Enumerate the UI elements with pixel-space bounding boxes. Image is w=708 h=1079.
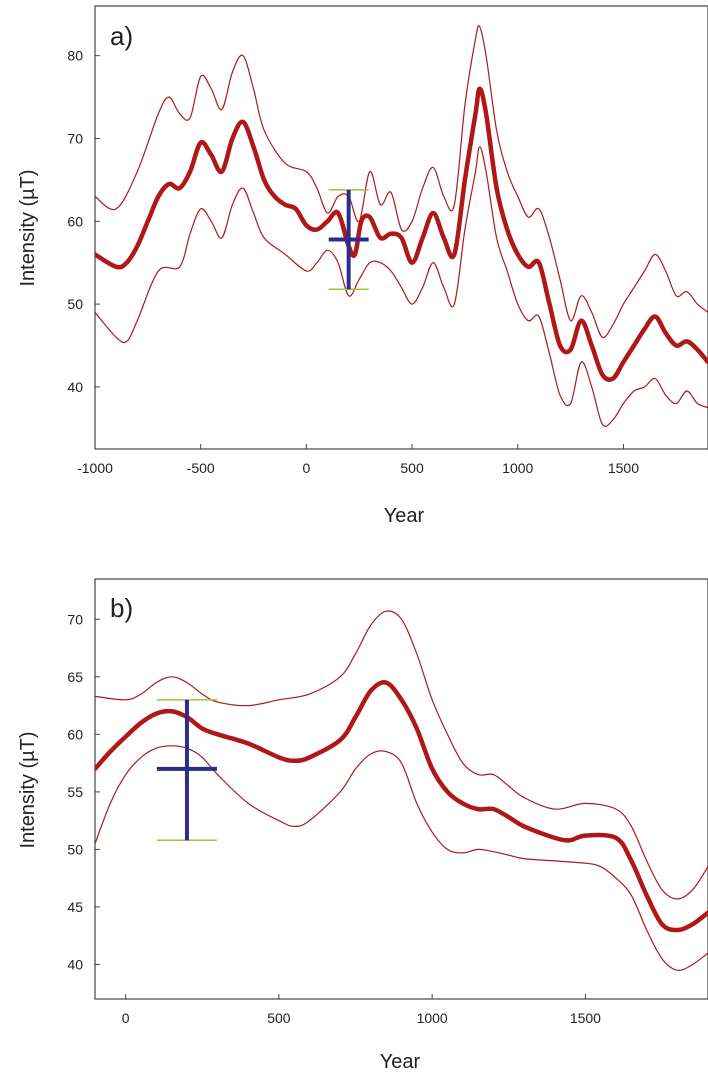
panel-a-x-tick-label: 1500 — [608, 460, 639, 476]
panel-a-label: a) — [110, 21, 133, 51]
panel-a-y-tick-label: 50 — [67, 296, 83, 312]
panel-b-y-tick-label: 70 — [67, 611, 83, 627]
panel-b-y-axis-label: Intensity (µT) — [17, 731, 39, 848]
panel-b-crosshair-marker — [156, 699, 217, 841]
panel-a-y-axis-label: Intensity (µT) — [17, 169, 39, 286]
panel-b-x-tick-label: 1500 — [570, 1010, 601, 1026]
panel-a-x-axis-label: Year — [384, 505, 425, 527]
panel-a-y-tick-label: 80 — [67, 48, 83, 64]
panel-a-lower-line — [95, 146, 708, 427]
panel-b-x-tick-label: 0 — [122, 1010, 130, 1026]
panel-b-x-tick-label: 500 — [267, 1010, 291, 1026]
panel-a-y-tick-label: 70 — [67, 130, 83, 146]
panel-b-y-tick-label: 50 — [67, 841, 83, 857]
panel-b-y-tick-label: 40 — [67, 956, 83, 972]
panel-a-y-tick-label: 60 — [67, 213, 83, 229]
panel-a-marks: -1000 -500 0 500 1000 1500 40 50 60 70 80 — [67, 25, 708, 476]
panel-a-x-tick-label: -1000 — [77, 460, 113, 476]
panel-a-plot-area — [94, 5, 708, 450]
panel-b-y-tick-label: 55 — [67, 784, 83, 800]
panel-b-x-axis-label: Year — [380, 1051, 421, 1073]
panel-a-x-tick-label: 500 — [400, 460, 424, 476]
panel-b-y-tick-label: 60 — [67, 726, 83, 742]
panel-a-x-tick-label: 0 — [302, 460, 310, 476]
panel-b-label: b) — [110, 593, 133, 623]
panel-b-y-tick-label: 65 — [67, 669, 83, 685]
panel-b-marks: 0 500 1000 1500 40 45 50 55 60 65 70 — [67, 610, 708, 1026]
panel-b-plot-area — [94, 578, 708, 1000]
panel-a-series-group — [95, 25, 708, 427]
panel-b-upper-line — [95, 610, 708, 900]
panel-b-x-tick-label: 1000 — [417, 1010, 448, 1026]
panel-a-y-tick-label: 40 — [67, 379, 83, 395]
panel-a-x-tick-label: -500 — [187, 460, 215, 476]
panel-a-crosshair-marker — [328, 189, 369, 290]
panel-a-mean-line — [95, 86, 708, 382]
panel-b: 0 500 1000 1500 40 45 50 55 60 65 70 b) Year Inten… — [17, 578, 708, 1073]
panel-a-x-tick-label: 1000 — [502, 460, 533, 476]
panel-a-upper-line — [95, 25, 708, 339]
panel-b-y-tick-label: 45 — [67, 899, 83, 915]
